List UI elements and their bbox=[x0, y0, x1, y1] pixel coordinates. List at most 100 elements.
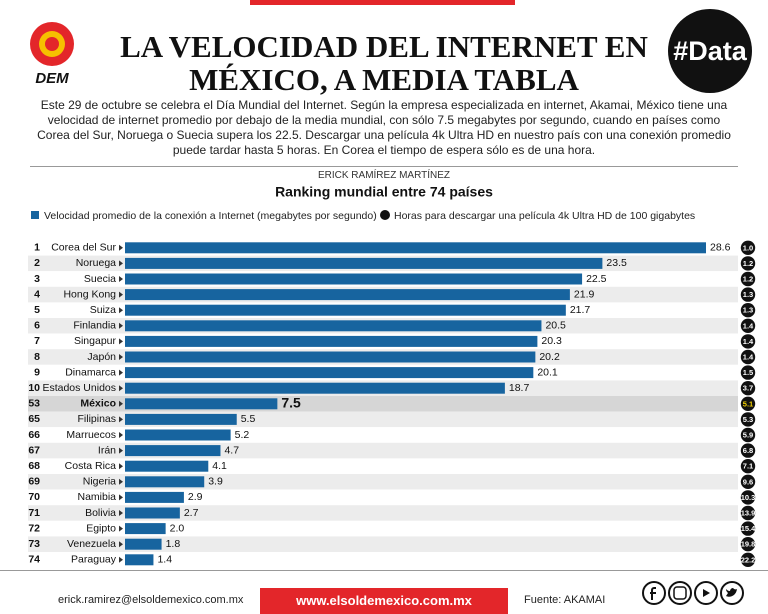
category-label: Costa Rica bbox=[65, 460, 117, 472]
hours-label: 1.0 bbox=[743, 243, 753, 252]
hours-dot bbox=[740, 521, 756, 536]
title-line: MÉXICO, A MEDIA TABLA bbox=[189, 62, 579, 97]
bar bbox=[125, 335, 538, 347]
hours-label: 1.2 bbox=[743, 274, 753, 283]
pointer bbox=[119, 369, 123, 376]
rank-label: 7 bbox=[34, 335, 40, 347]
rank-label: 4 bbox=[34, 288, 40, 300]
bar bbox=[125, 367, 534, 379]
category-label: Venezuela bbox=[67, 538, 116, 550]
legend-swatch bbox=[380, 210, 390, 220]
category-label: Namibia bbox=[77, 491, 116, 503]
legend-swatch bbox=[31, 211, 39, 219]
rank-label: 53 bbox=[28, 398, 40, 410]
bar bbox=[125, 460, 209, 472]
pointer bbox=[119, 463, 123, 470]
value-label: 1.4 bbox=[157, 554, 172, 566]
pointer bbox=[119, 556, 123, 563]
hours-label: 1.4 bbox=[743, 321, 754, 330]
bar bbox=[125, 320, 542, 332]
hours-label: 19.8 bbox=[741, 540, 756, 549]
pointer bbox=[119, 494, 123, 501]
value-label: 20.5 bbox=[545, 320, 566, 332]
category-label: Hong Kong bbox=[63, 288, 116, 300]
rank-label: 10 bbox=[28, 382, 40, 394]
rank-label: 72 bbox=[28, 522, 40, 534]
hours-label: 1.4 bbox=[743, 352, 754, 361]
pointer bbox=[119, 260, 123, 267]
value-label: 1.8 bbox=[166, 538, 181, 550]
row-stripe bbox=[28, 536, 738, 552]
title: LA VELOCIDAD DEL INTERNET EN MÉXICO, A ME… bbox=[120, 30, 648, 96]
email: erick.ramirez@elsoldemexico.com.mx bbox=[58, 594, 244, 606]
facebook-icon[interactable] bbox=[642, 581, 666, 605]
hours-dot bbox=[740, 412, 756, 427]
hours-label: 1.3 bbox=[743, 306, 753, 315]
pointer bbox=[119, 307, 123, 314]
bar bbox=[125, 351, 536, 363]
bar bbox=[125, 429, 231, 441]
value-label: 21.9 bbox=[574, 288, 595, 300]
youtube-icon[interactable] bbox=[694, 581, 718, 605]
hours-label: 1.5 bbox=[743, 368, 753, 377]
pointer bbox=[119, 385, 123, 392]
pointer bbox=[119, 447, 123, 454]
rank-label: 66 bbox=[28, 429, 40, 441]
instagram-icon[interactable] bbox=[668, 581, 692, 605]
instagram-glyph bbox=[673, 586, 687, 600]
value-label: 4.7 bbox=[224, 444, 239, 456]
category-label: Suecia bbox=[84, 273, 116, 285]
youtube-glyph bbox=[703, 589, 710, 597]
chart: Ranking mundial entre 74 países Velocidad… bbox=[28, 184, 756, 567]
bar bbox=[125, 445, 221, 457]
hours-dot bbox=[740, 381, 756, 396]
pointer bbox=[119, 354, 123, 360]
rank-label: 3 bbox=[34, 273, 40, 285]
hours-label: 1.2 bbox=[743, 259, 753, 268]
value-label: 4.1 bbox=[212, 460, 227, 472]
hours-dot bbox=[740, 287, 756, 302]
hours-label: 6.8 bbox=[743, 446, 753, 455]
category-label: Irán bbox=[98, 444, 116, 456]
hours-label: 13.9 bbox=[741, 508, 756, 517]
logo-center bbox=[45, 37, 59, 51]
rank-label: 8 bbox=[34, 351, 40, 363]
hours-dot bbox=[740, 349, 756, 365]
row-stripe bbox=[28, 489, 738, 506]
logo-text: DEM bbox=[35, 70, 69, 87]
category-label: Bolivia bbox=[85, 507, 116, 519]
bar bbox=[125, 304, 566, 316]
top-bar bbox=[250, 0, 515, 5]
separator bbox=[0, 570, 768, 571]
logo: DEM bbox=[30, 22, 74, 87]
category-label: México bbox=[80, 398, 116, 410]
source: Fuente: AKAMAI bbox=[524, 594, 606, 606]
value-label: 28.6 bbox=[710, 242, 731, 254]
value-label: 2.7 bbox=[184, 507, 199, 519]
pointer bbox=[119, 432, 123, 438]
category-label: Corea del Sur bbox=[51, 242, 116, 254]
value-label: 20.3 bbox=[541, 335, 562, 347]
category-label: Japón bbox=[87, 351, 116, 363]
hours-label: 5.1 bbox=[743, 399, 753, 408]
website[interactable]: www.elsoldemexico.com.mx bbox=[260, 588, 508, 614]
rank-label: 67 bbox=[28, 444, 40, 456]
hours-label: 22.2 bbox=[741, 555, 756, 564]
category-label: Egipto bbox=[86, 522, 116, 534]
rank-label: 69 bbox=[28, 476, 40, 488]
legend-label: Horas para descargar una película 4k Ult… bbox=[394, 210, 695, 222]
value-label: 20.2 bbox=[539, 351, 560, 363]
rank-label: 73 bbox=[28, 538, 40, 550]
twitter-icon[interactable] bbox=[720, 581, 744, 605]
rank-label: 70 bbox=[28, 491, 40, 503]
hours-dot bbox=[740, 474, 756, 489]
hours-dot bbox=[740, 240, 756, 255]
rank-label: 5 bbox=[34, 304, 40, 316]
facebook-glyph bbox=[650, 587, 656, 600]
rank-label: 2 bbox=[34, 257, 40, 269]
hours-dot bbox=[740, 318, 756, 333]
pointer bbox=[119, 291, 123, 298]
pointer bbox=[119, 541, 123, 548]
bar bbox=[125, 413, 237, 425]
hours-dot bbox=[740, 303, 756, 318]
